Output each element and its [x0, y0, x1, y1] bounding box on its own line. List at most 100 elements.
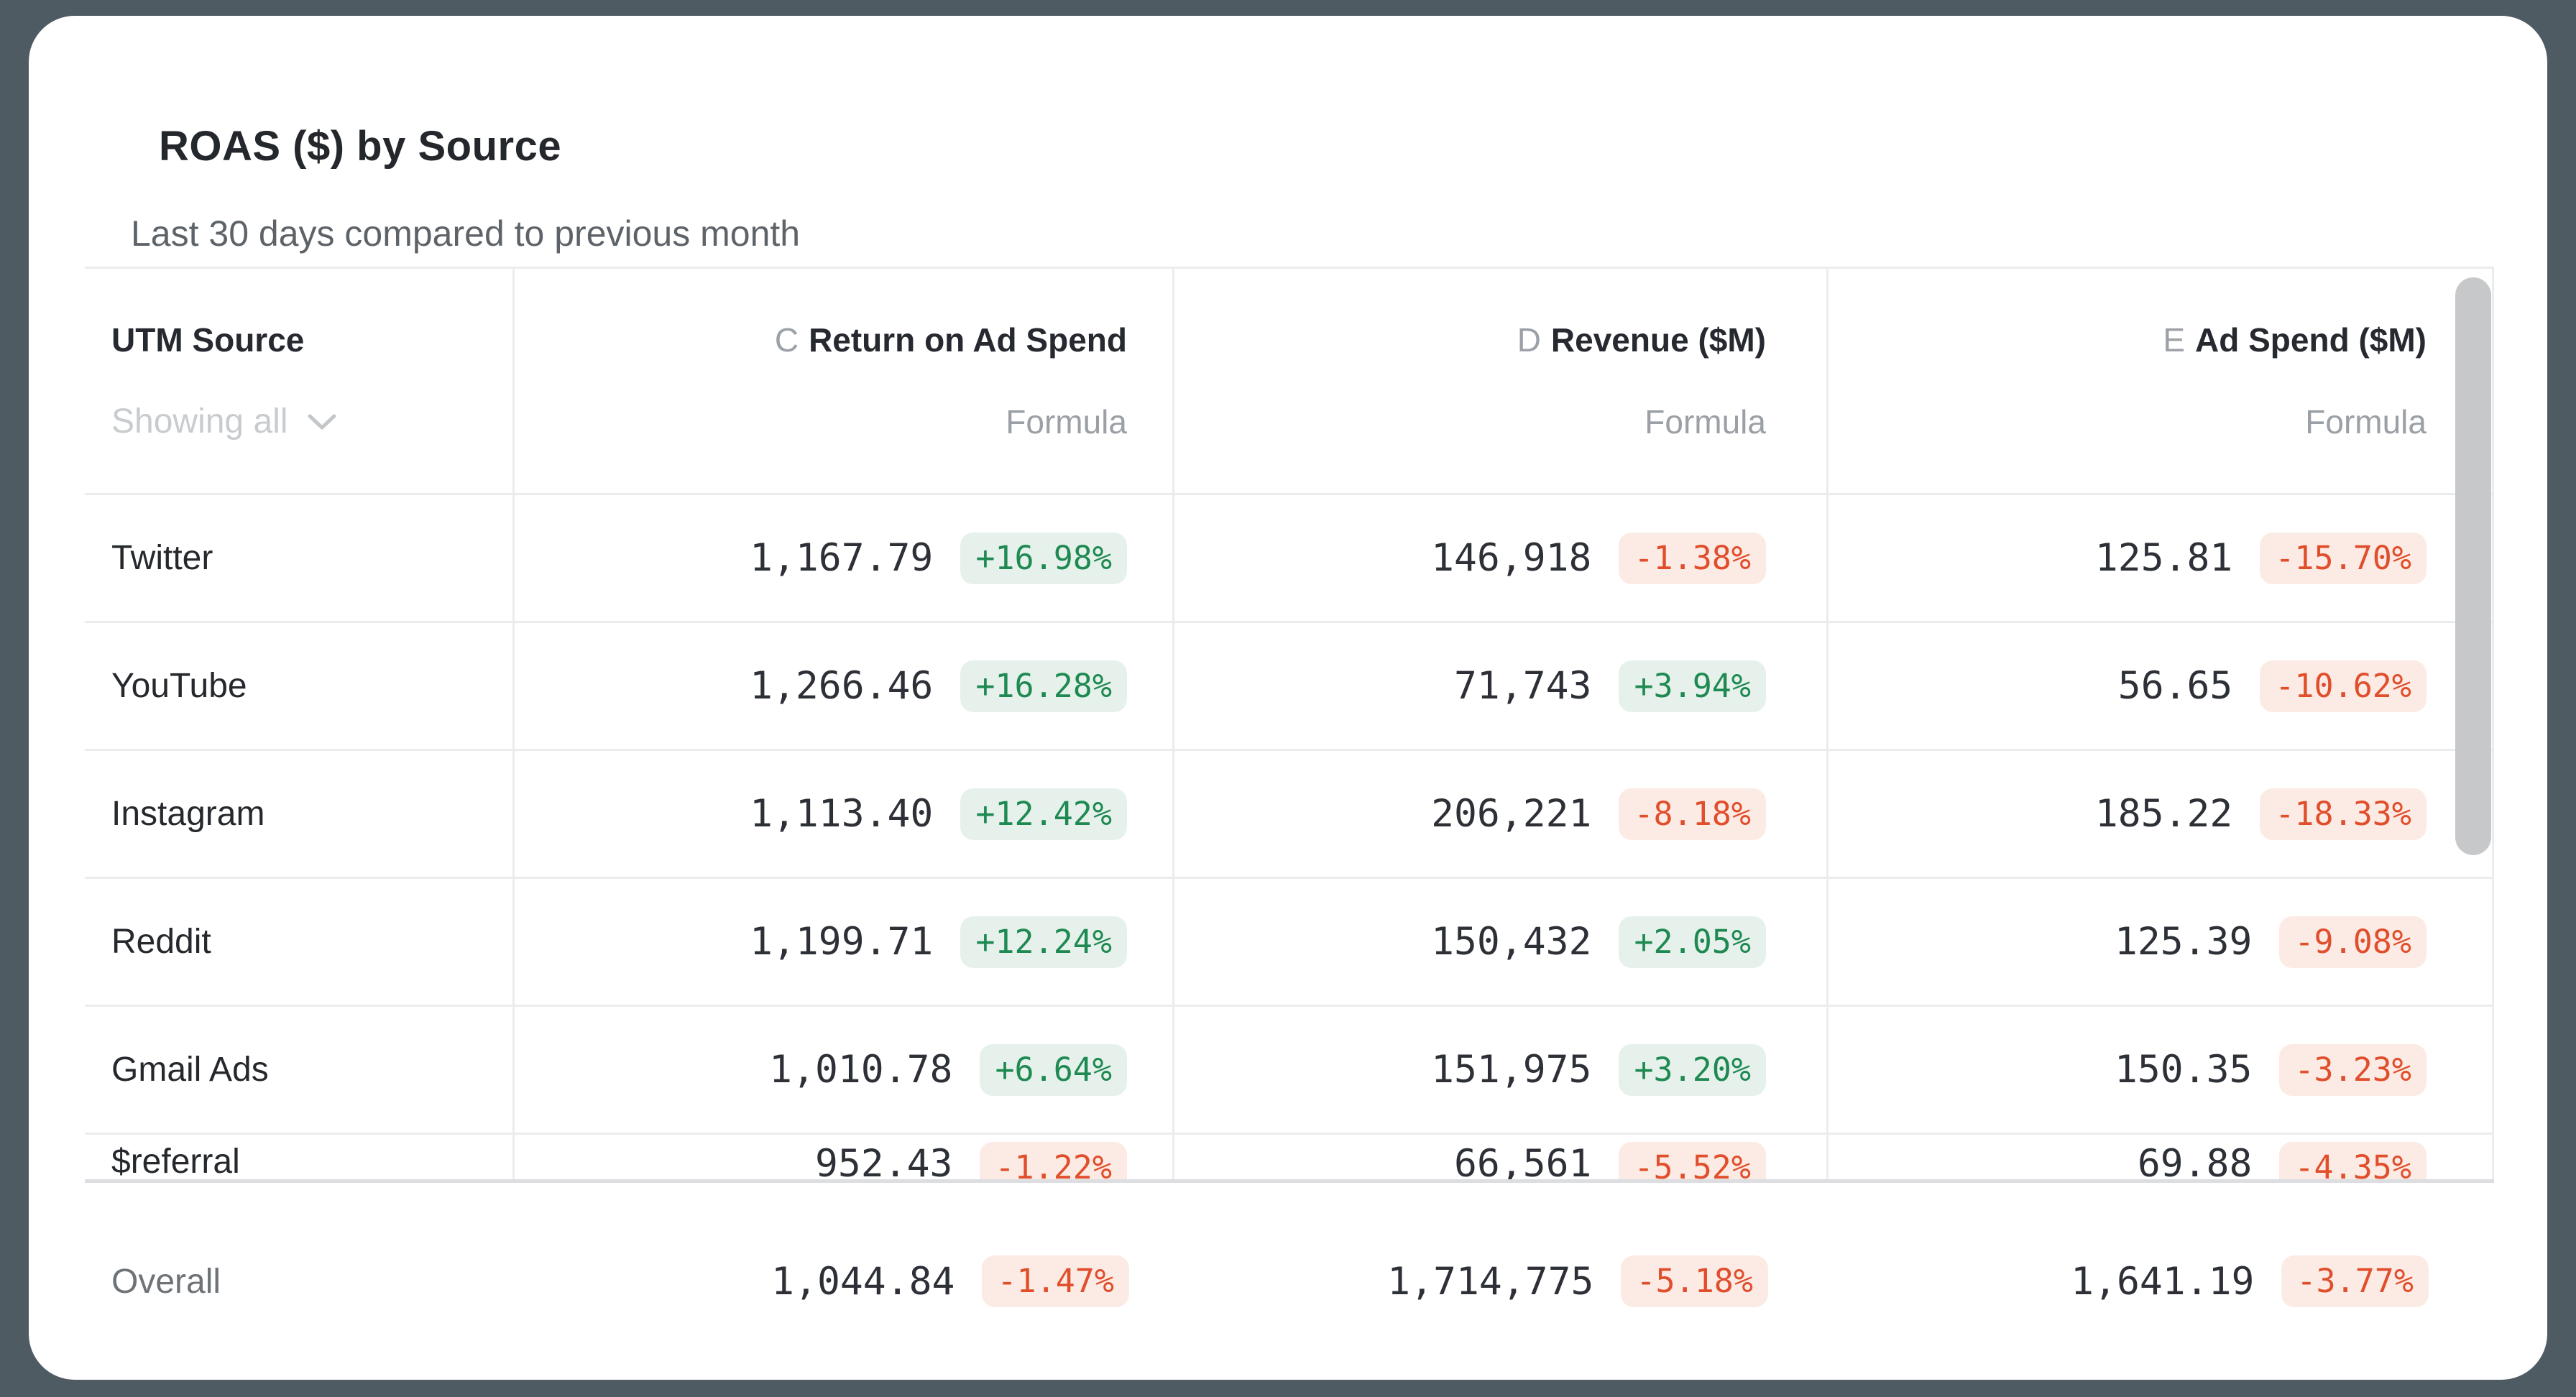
utm-source-header-label: UTM Source: [111, 321, 305, 359]
roas-table: UTM Source Showing all C Return on Ad Spe…: [85, 267, 2494, 1380]
column-formula-label[interactable]: Formula: [1006, 403, 1127, 441]
roas-cell-reddit: 1,199.71 +12.24%: [515, 879, 1174, 1005]
widget-subtitle: Last 30 days compared to previous month: [131, 213, 801, 254]
column-header-title: C Return on Ad Spend: [775, 319, 1127, 361]
delta-badge: +3.94%: [1619, 660, 1766, 712]
delta-badge: +16.28%: [960, 660, 1127, 712]
column-header-roas[interactable]: C Return on Ad Spend Formula: [515, 269, 1174, 493]
delta-badge: +6.64%: [980, 1043, 1127, 1096]
delta-badge: -5.52%: [1619, 1142, 1766, 1179]
metric-value: 150,432: [1431, 920, 1592, 964]
delta-badge: +16.98%: [960, 532, 1127, 584]
footer-divider: [85, 1179, 2494, 1183]
column-header-title: E Ad Spend ($M): [2163, 319, 2426, 361]
revenue-cell-youtube: 71,743 +3.94%: [1174, 623, 1828, 749]
metric-value: 1,266.46: [750, 664, 934, 708]
table-row-referral: $referral 952.43 -1.22% 66,561 -5.52% 69.88 -4…: [85, 1135, 2494, 1179]
source-cell-gmail-ads: Gmail Ads: [85, 1007, 515, 1133]
roas-cell-overall: 1,044.84 -1.47%: [515, 1183, 1174, 1380]
metric-value: 1,641.19: [2071, 1259, 2255, 1304]
delta-badge: -18.33%: [2260, 788, 2426, 840]
vertical-scrollbar-thumb[interactable]: [2455, 277, 2491, 855]
column-letter: C: [774, 321, 799, 359]
delta-badge: -5.18%: [1621, 1255, 1768, 1307]
metric-value: 146,918: [1431, 536, 1592, 580]
metric-value: 151,975: [1431, 1048, 1592, 1092]
column-label: Revenue ($M): [1550, 321, 1766, 359]
metric-value: 1,167.79: [750, 536, 934, 580]
roas-cell-instagram: 1,113.40 +12.42%: [515, 751, 1174, 877]
source-cell-twitter: Twitter: [85, 495, 515, 621]
source-cell-instagram: Instagram: [85, 751, 515, 877]
delta-badge: -1.47%: [982, 1255, 1129, 1307]
column-header-revenue[interactable]: D Revenue ($M) Formula: [1174, 269, 1828, 493]
table-row-reddit: Reddit 1,199.71 +12.24% 150,432 +2.05% 125.39…: [85, 879, 2494, 1007]
source-cell-reddit: Reddit: [85, 879, 515, 1005]
widget-title: ROAS ($) by Source: [159, 123, 562, 170]
source-cell-youtube: YouTube: [85, 623, 515, 749]
delta-badge: +12.24%: [960, 916, 1127, 968]
table-row-twitter: Twitter 1,167.79 +16.98% 146,918 -1.38% 125.8…: [85, 495, 2494, 623]
metric-value: 1,199.71: [750, 920, 934, 964]
source-cell-referral: $referral: [85, 1135, 515, 1179]
source-filter-dropdown[interactable]: Showing all: [111, 401, 338, 443]
delta-badge: -4.35%: [2279, 1142, 2426, 1179]
metric-value: 1,714,775: [1387, 1259, 1594, 1304]
adspend-cell-reddit: 125.39 -9.08%: [1828, 879, 2494, 1005]
metric-value: 150.35: [2114, 1048, 2253, 1092]
roas-cell-gmail-ads: 1,010.78 +6.64%: [515, 1007, 1174, 1133]
revenue-cell-gmail-ads: 151,975 +3.20%: [1174, 1007, 1828, 1133]
column-formula-label[interactable]: Formula: [2305, 403, 2426, 441]
metric-value: 185.22: [2094, 792, 2233, 836]
metric-value: 125.39: [2114, 920, 2253, 964]
metric-value: 1,010.78: [769, 1048, 953, 1092]
delta-badge: -8.18%: [1619, 788, 1766, 840]
adspend-cell-gmail-ads: 150.35 -3.23%: [1828, 1007, 2494, 1133]
table-row-instagram: Instagram 1,113.40 +12.42% 206,221 -8.18% 185…: [85, 751, 2494, 879]
overall-label: Overall: [111, 1262, 221, 1301]
revenue-cell-instagram: 206,221 -8.18%: [1174, 751, 1828, 877]
adspend-cell-referral: 69.88 -4.35%: [1828, 1135, 2494, 1179]
metric-value: 69.88: [2137, 1142, 2253, 1179]
column-header-adspend[interactable]: E Ad Spend ($M) Formula: [1828, 269, 2494, 493]
column-formula-label[interactable]: Formula: [1644, 403, 1766, 441]
metric-value: 56.65: [2117, 664, 2233, 708]
adspend-cell-youtube: 56.65 -10.62%: [1828, 623, 2494, 749]
revenue-cell-overall: 1,714,775 -5.18%: [1174, 1183, 1828, 1380]
delta-badge: -1.38%: [1619, 532, 1766, 584]
delta-badge: +3.20%: [1619, 1043, 1766, 1096]
delta-badge: -3.23%: [2279, 1043, 2426, 1096]
overall-row: Overall 1,044.84 -1.47% 1,714,775 -5.18% 1,64…: [85, 1183, 2494, 1380]
metric-value: 125.81: [2094, 536, 2233, 580]
adspend-cell-overall: 1,641.19 -3.77%: [1828, 1183, 2494, 1380]
delta-badge: +2.05%: [1619, 916, 1766, 968]
column-label: Return on Ad Spend: [809, 321, 1127, 359]
metric-value: 206,221: [1431, 792, 1592, 836]
column-label: Ad Spend ($M): [2195, 321, 2426, 359]
metric-value: 71,743: [1453, 664, 1592, 708]
table-body: Twitter 1,167.79 +16.98% 146,918 -1.38% 125.8…: [85, 495, 2494, 1179]
adspend-cell-instagram: 185.22 -18.33%: [1828, 751, 2494, 877]
revenue-cell-referral: 66,561 -5.52%: [1174, 1135, 1828, 1179]
table-header-row: UTM Source Showing all C Return on Ad Spe…: [85, 267, 2494, 495]
metric-value: 952.43: [814, 1142, 953, 1179]
roas-cell-twitter: 1,167.79 +16.98%: [515, 495, 1174, 621]
source-filter-label: Showing all: [111, 402, 288, 441]
delta-badge: -3.77%: [2281, 1255, 2429, 1307]
roas-widget-card: ROAS ($) by Source Last 30 days compared…: [29, 16, 2547, 1380]
delta-badge: -9.08%: [2279, 916, 2426, 968]
column-letter: D: [1517, 321, 1541, 359]
column-header-title: D Revenue ($M): [1517, 319, 1766, 361]
delta-badge: +12.42%: [960, 788, 1127, 840]
metric-value: 1,044.84: [771, 1259, 955, 1304]
chevron-down-icon: [308, 414, 336, 430]
table-row-gmail-ads: Gmail Ads 1,010.78 +6.64% 151,975 +3.20% 150.…: [85, 1007, 2494, 1135]
roas-cell-referral: 952.43 -1.22%: [515, 1135, 1174, 1179]
adspend-cell-twitter: 125.81 -15.70%: [1828, 495, 2494, 621]
delta-badge: -10.62%: [2260, 660, 2426, 712]
revenue-cell-reddit: 150,432 +2.05%: [1174, 879, 1828, 1005]
roas-cell-youtube: 1,266.46 +16.28%: [515, 623, 1174, 749]
column-header-utm-source: UTM Source Showing all: [85, 269, 515, 493]
delta-badge: -1.22%: [980, 1142, 1127, 1179]
table-row-youtube: YouTube 1,266.46 +16.28% 71,743 +3.94% 56.65-…: [85, 623, 2494, 751]
